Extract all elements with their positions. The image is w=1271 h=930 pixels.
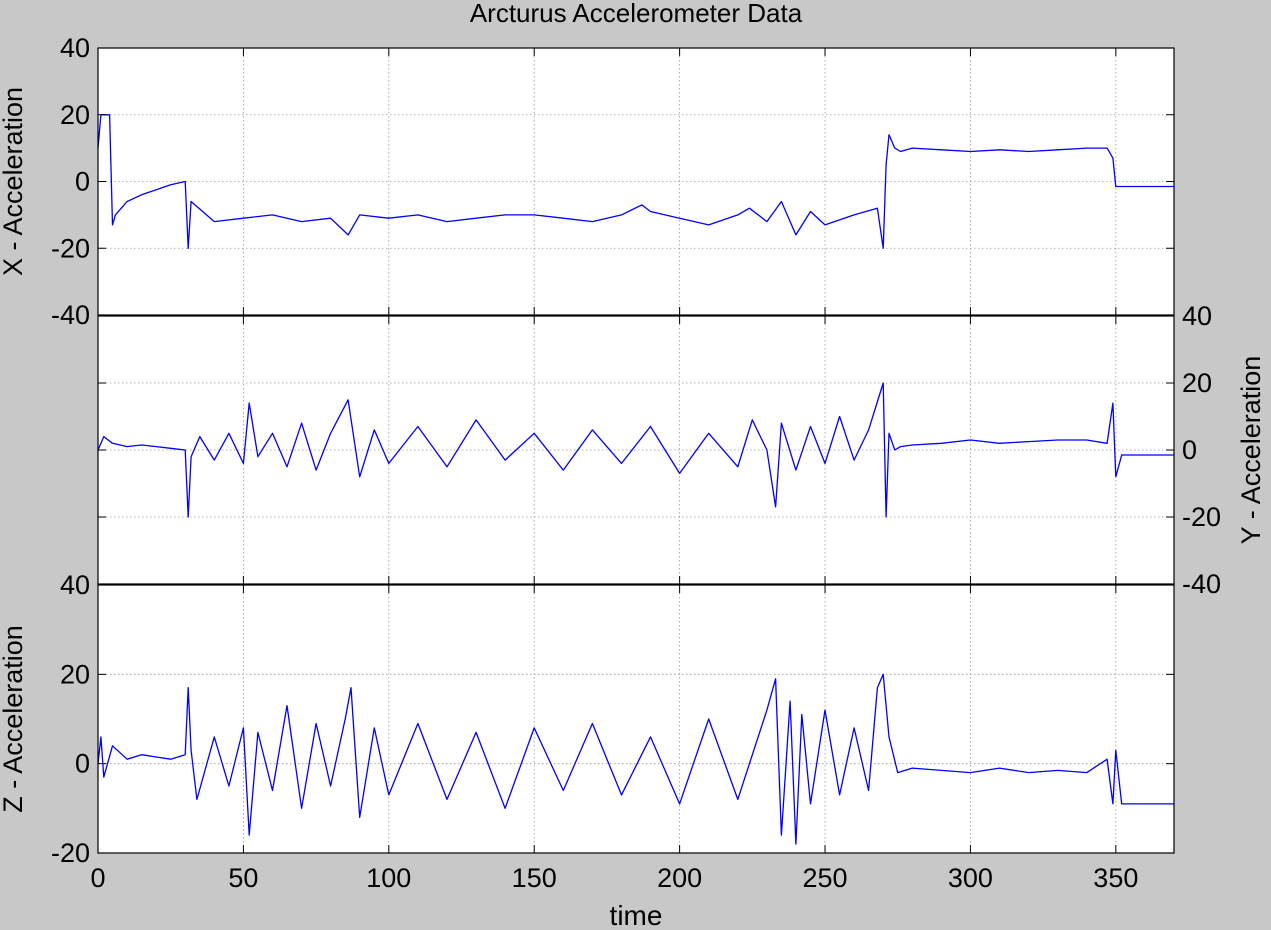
y-tick-label: -20 <box>1182 502 1221 532</box>
y-tick-label: 20 <box>60 659 90 689</box>
y-axis-label: Z - Acceleration <box>0 625 28 813</box>
x-tick-label: 150 <box>512 863 557 893</box>
y-tick-label: -20 <box>51 838 90 868</box>
plot-area <box>98 585 1174 853</box>
y-tick-label: -20 <box>51 233 90 263</box>
y-tick-label: 20 <box>60 100 90 130</box>
y-tick-label: 40 <box>60 570 90 600</box>
series-line <box>97 114 1174 249</box>
subplot-2: -40 -20 0 20 40 Y - Acceleration <box>97 301 1266 599</box>
x-tick-label: 50 <box>228 863 258 893</box>
y-tick-label: 40 <box>60 33 90 63</box>
subplot-1: -40 -20 0 20 40 X - Acceleration <box>0 33 1175 330</box>
y-tick-label: 20 <box>1182 368 1212 398</box>
y-tick-label: 40 <box>1182 301 1212 331</box>
plot-frame <box>97 584 1175 854</box>
chart-title: Arcturus Accelerometer Data <box>470 0 803 28</box>
y-tick-label: -40 <box>51 300 90 330</box>
x-axis-label: time <box>610 900 663 930</box>
x-tick-label: 100 <box>366 863 411 893</box>
series-line <box>97 673 1174 845</box>
y-axis-label: Y - Acceleration <box>1236 356 1266 545</box>
series-line <box>97 382 1174 518</box>
x-tick-label: 200 <box>657 863 702 893</box>
x-tick-label: 250 <box>802 863 847 893</box>
y-tick-label: 0 <box>1182 435 1197 465</box>
y-tick-label: 0 <box>75 749 90 779</box>
x-tick-label: 300 <box>948 863 993 893</box>
y-axis-label: X - Acceleration <box>0 87 28 276</box>
y-tick-label: -40 <box>1182 569 1221 599</box>
x-tick-label: 350 <box>1093 863 1138 893</box>
x-tick-label: 0 <box>90 863 105 893</box>
y-tick-label: 0 <box>75 167 90 197</box>
